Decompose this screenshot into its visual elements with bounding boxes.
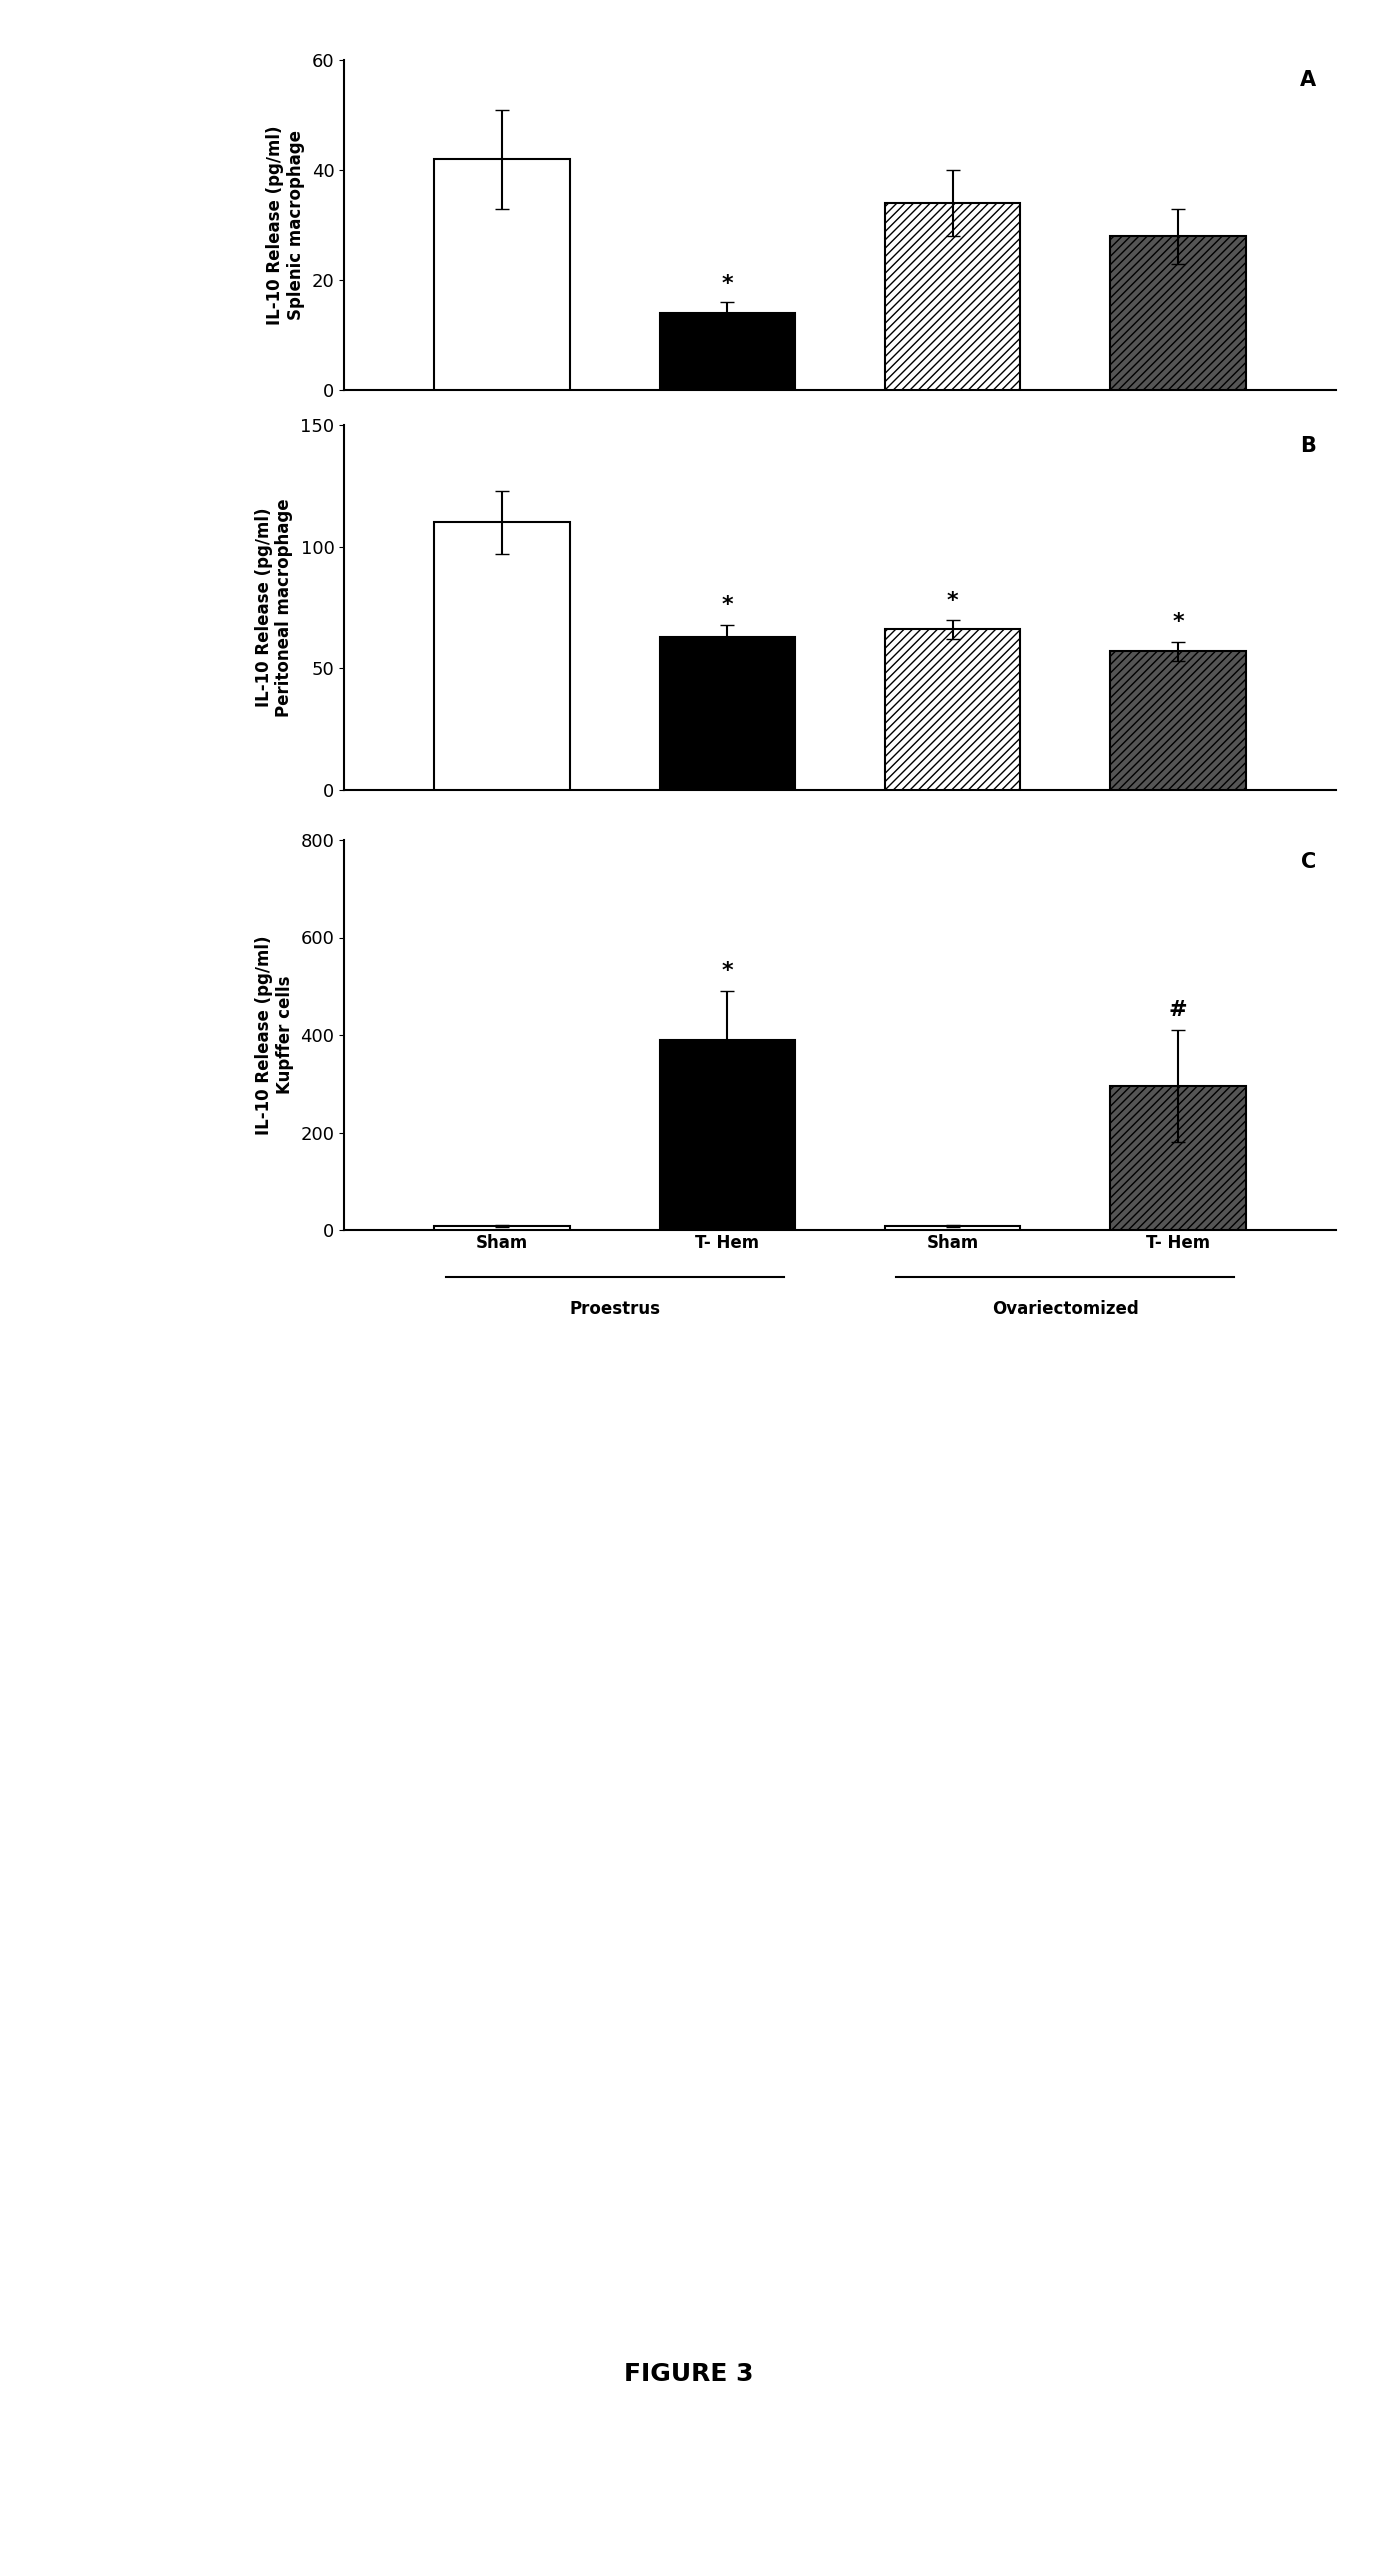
Y-axis label: IL-10 Release (pg/ml)
Kupffer cells: IL-10 Release (pg/ml) Kupffer cells [255, 936, 293, 1136]
Text: FIGURE 3: FIGURE 3 [624, 2361, 753, 2387]
Text: *: * [722, 274, 733, 294]
Text: *: * [722, 596, 733, 616]
Text: *: * [1172, 611, 1184, 632]
Bar [1110, 235, 1246, 389]
Bar [660, 312, 795, 389]
Text: *: * [947, 591, 958, 611]
Bar [1110, 652, 1246, 790]
Bar [885, 629, 1020, 790]
Text: *: * [722, 962, 733, 982]
Text: Proestrus: Proestrus [569, 1299, 660, 1317]
Y-axis label: IL-10 Release (pg/ml)
Peritoneal macrophage: IL-10 Release (pg/ml) Peritoneal macroph… [255, 499, 293, 716]
Text: B: B [1300, 435, 1316, 455]
Text: C: C [1301, 852, 1316, 872]
Bar [434, 522, 570, 790]
Bar [1110, 1087, 1246, 1230]
Bar [885, 202, 1020, 389]
Text: A: A [1300, 69, 1316, 90]
Bar [434, 159, 570, 389]
Text: Ovariectomized: Ovariectomized [991, 1299, 1139, 1317]
Bar [660, 637, 795, 790]
Text: #: # [1169, 1000, 1187, 1021]
Y-axis label: IL-10 Release (pg/ml)
Splenic macrophage: IL-10 Release (pg/ml) Splenic macrophage [266, 125, 304, 325]
Bar [885, 1225, 1020, 1230]
Bar [434, 1225, 570, 1230]
Bar [660, 1041, 795, 1230]
